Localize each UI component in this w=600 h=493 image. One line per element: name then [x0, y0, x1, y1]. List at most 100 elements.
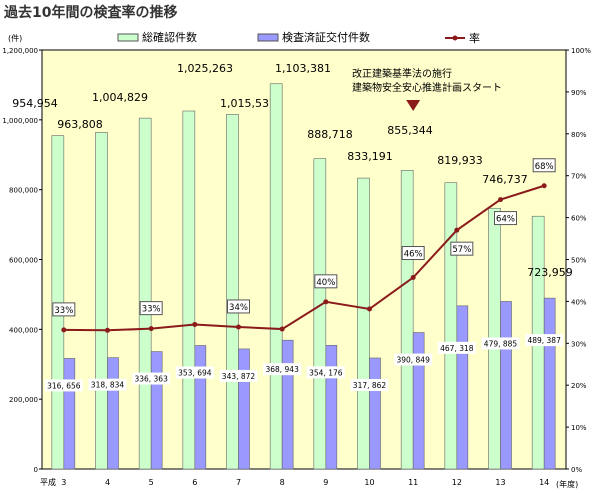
bar-inspected-label-bg — [219, 369, 258, 382]
bar-total — [444, 182, 458, 470]
bar-inspected-label-bg — [306, 366, 345, 379]
bar-inspected — [63, 358, 76, 470]
rate-marker — [148, 326, 154, 332]
rate-label: 33% — [142, 305, 161, 315]
bar-total — [357, 177, 370, 470]
x-tick-label: 14 — [539, 478, 549, 487]
legend-swatch-1 — [257, 33, 279, 42]
legend-label-1: 検査済証交付件数 — [282, 30, 370, 44]
bar-inspected-label-bg — [481, 337, 520, 350]
bar-inspected-label-bg — [263, 363, 302, 376]
bar-total-label: 1,015,537 — [220, 97, 276, 110]
rate-label-box — [314, 274, 338, 289]
bar-inspected-label: 336, 363 — [134, 375, 168, 384]
y2-tick-label: 50% — [571, 257, 587, 265]
bar-inspected-label: 354, 176 — [309, 368, 343, 377]
x-tick-label: 11 — [408, 478, 418, 487]
bar-inspected-label: 489, 387 — [527, 336, 561, 345]
rate-label: 46% — [404, 250, 423, 260]
bar-inspected — [500, 301, 512, 470]
bar-inspected — [194, 345, 207, 470]
legend-label-2: 率 — [469, 31, 480, 45]
bar-inspected-label: 316, 656 — [47, 381, 81, 390]
y2-tick-label: 30% — [571, 340, 587, 348]
rate-label: 40% — [316, 278, 335, 288]
bar-total — [269, 83, 283, 470]
bar-total-label: 746,737 — [482, 173, 528, 186]
rate-marker — [541, 183, 547, 189]
rate-marker — [236, 324, 241, 330]
bar-total-label: 954,954 — [12, 97, 58, 110]
rate-label: 34% — [229, 303, 248, 313]
y-tick-label: 1,000,000 — [2, 117, 38, 125]
x-tick-label: 13 — [495, 478, 505, 487]
x-tick-label: 5 — [149, 478, 154, 487]
annotation-text: 建築物安全安心推進計画スタート — [352, 81, 502, 94]
bar-inspected-label: 368, 943 — [265, 365, 299, 374]
rate-label-box — [494, 211, 517, 226]
y-tick-label: 0 — [34, 466, 38, 474]
bar-total — [51, 135, 65, 470]
bar-inspected — [412, 332, 425, 470]
x-tick-label: 3 — [61, 478, 66, 487]
rate-label-box — [450, 241, 474, 256]
y2-tick-label: 60% — [571, 215, 587, 223]
bar-inspected — [325, 345, 338, 470]
rate-label: 33% — [54, 306, 73, 316]
bar-total-label: 963,808 — [57, 118, 103, 131]
x-tick-label: 8 — [280, 478, 285, 487]
bar-total-label: 819,933 — [437, 154, 483, 167]
rate-marker — [323, 299, 329, 305]
bar-total-label: 723,959 — [527, 266, 573, 279]
x-tick-label: 4 — [105, 478, 110, 487]
rate-marker — [410, 275, 416, 281]
bar-inspected-label-bg — [44, 379, 83, 392]
rate-marker — [61, 327, 67, 333]
bar-total — [226, 114, 239, 470]
rate-label-box — [227, 299, 250, 314]
rate-label-box — [52, 302, 76, 317]
bar-total-label: 1,025,263 — [177, 62, 233, 75]
x-tick-label: 9 — [323, 478, 328, 487]
rate-label: 64% — [496, 215, 515, 225]
bar-inspected — [150, 351, 163, 470]
y-tick-label: 600,000 — [9, 257, 38, 265]
x-tick-label: 10 — [364, 478, 374, 487]
y2-tick-label: 80% — [571, 131, 587, 139]
legend-label-0: 総確認件数 — [142, 30, 197, 44]
rate-marker — [454, 227, 460, 233]
bar-inspected-label: 479, 885 — [484, 339, 518, 348]
y2-tick-label: 70% — [571, 173, 587, 181]
chart-title: 過去10年間の検査率の推移 — [3, 4, 177, 21]
y-axis-label: (件) — [8, 33, 22, 43]
bar-inspected-label-bg — [350, 379, 389, 392]
x-tick-label: 12 — [452, 478, 462, 487]
x-axis-label: (年度) — [556, 479, 578, 489]
y2-tick-label: 20% — [571, 382, 587, 390]
bar-total — [182, 110, 196, 470]
bar-inspected-label: 390, 849 — [396, 356, 430, 365]
bar-inspected-label: 318, 834 — [91, 381, 125, 390]
y2-tick-label: 90% — [571, 89, 587, 97]
y2-tick-label: 40% — [571, 298, 587, 306]
annotation-arrow-icon — [406, 100, 421, 111]
bar-inspected-label-bg — [88, 378, 127, 391]
x-tick-label: 7 — [236, 478, 241, 487]
bar-total-label: 1,004,829 — [92, 91, 148, 104]
bar-total-label: 888,718 — [307, 128, 353, 141]
bar-inspected-label: 317, 862 — [353, 381, 387, 390]
rate-label: 57% — [452, 245, 471, 255]
bar-inspected-label-bg — [525, 334, 564, 347]
bar-inspected — [238, 348, 250, 470]
annotation-text: 改正建築基準法の施行 — [352, 67, 452, 80]
bar-inspected — [281, 339, 294, 470]
bar-total-label: 1,103,381 — [275, 62, 331, 75]
bar-inspected-label-bg — [437, 341, 476, 354]
y-tick-label: 800,000 — [9, 187, 38, 195]
bar-inspected-label: 343, 872 — [222, 372, 256, 381]
y2-tick-label: 100% — [571, 47, 591, 55]
bar-inspected-label: 467, 318 — [440, 344, 474, 353]
bar-total — [95, 132, 108, 470]
